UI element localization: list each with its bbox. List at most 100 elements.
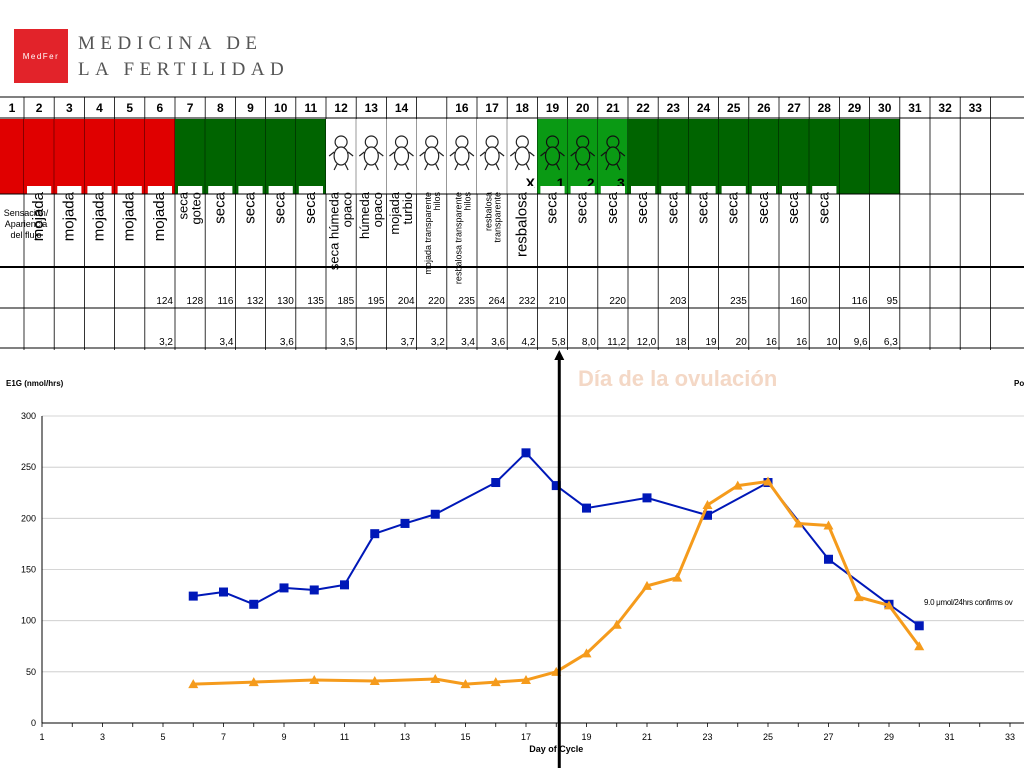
color-cell-day-27 [779, 119, 810, 194]
sign-tab [238, 186, 263, 266]
x-tick-label: 31 [944, 732, 954, 742]
e1g-value: 124 [156, 296, 173, 307]
color-cell-day-9 [235, 119, 266, 194]
series-point-square [521, 448, 531, 458]
series-point-triangle [430, 673, 441, 683]
pdg-value: 11,2 [607, 337, 626, 348]
pdg-value: 6,3 [884, 337, 898, 348]
baby-icon [479, 135, 505, 171]
e1g-value: 235 [730, 296, 747, 307]
series-point-square [582, 503, 591, 513]
sign-tab [147, 186, 172, 266]
day-number-6: 6 [157, 101, 164, 115]
e1g-value: 128 [187, 296, 204, 307]
sign-text: seca [272, 191, 289, 223]
series-point-triangle [793, 518, 804, 528]
e1g-value: 195 [368, 296, 385, 307]
e1g-value: 130 [277, 296, 294, 307]
sign-tab [208, 186, 233, 266]
sign-text: mojada [60, 191, 77, 241]
sign-text: turbio [400, 192, 415, 225]
series-point-triangle [884, 600, 894, 610]
sign-tab [570, 186, 595, 266]
e1g-value: 132 [247, 296, 264, 307]
e1g-value: 116 [217, 296, 233, 307]
y-tick-label: 100 [21, 616, 36, 626]
series-point-square [703, 510, 712, 520]
sign-text: opaco [370, 192, 385, 227]
x-tick-label: 17 [521, 732, 531, 742]
day-number-24: 24 [697, 101, 711, 115]
sign-text: seca [695, 191, 712, 223]
series-point-square [491, 478, 501, 488]
sign-tab [87, 186, 112, 266]
peak-mark-2: 2 [587, 175, 595, 191]
day-number-21: 21 [606, 101, 620, 115]
day-number-10: 10 [274, 101, 288, 115]
series-point-triangle [823, 520, 834, 530]
sign-text: seca [574, 191, 591, 223]
brand-title-line-2: LA FERTILIDAD [78, 59, 290, 80]
y-tick-label: 250 [21, 462, 36, 472]
pdg-value: 4,2 [521, 337, 535, 348]
series-point-triangle [853, 592, 864, 602]
e1g-value: 232 [519, 296, 536, 307]
pdg-value: 20 [736, 337, 748, 348]
sign-text: resbalosa [484, 192, 494, 231]
sign-tab [480, 186, 505, 266]
series-point-square [914, 621, 924, 631]
sign-tab [389, 186, 414, 266]
x-tick-label: 33 [1005, 732, 1015, 742]
e1g-value: 204 [398, 296, 415, 307]
sign-row-label: Apariencia [5, 219, 48, 229]
sign-tab [57, 186, 82, 266]
sign-text: seca [815, 191, 832, 223]
pdg-value: 18 [675, 337, 687, 348]
series-point-triangle [702, 500, 713, 510]
series-point-square [340, 580, 349, 590]
sign-tab [329, 186, 354, 266]
series-point-triangle [521, 675, 531, 685]
sign-text: seca [725, 191, 742, 223]
color-cell-day-8 [205, 119, 236, 194]
pdg-value: 12,0 [637, 337, 657, 348]
color-cell-day-6 [144, 119, 175, 194]
color-cell-day-23 [658, 119, 689, 194]
color-cell-day-3 [54, 119, 85, 194]
x-tick-label: 13 [400, 732, 410, 742]
sign-text: mojada transparente [423, 192, 433, 275]
pdg-value: 3,6 [280, 337, 294, 348]
day-number-17: 17 [485, 101, 499, 115]
series-point-triangle [248, 677, 259, 687]
sign-text: mojada [121, 191, 138, 241]
day-number-25: 25 [727, 101, 741, 115]
x-tick-label: 29 [884, 732, 894, 742]
series-point-square [642, 493, 652, 503]
color-cell-day-1 [0, 119, 24, 194]
series-point-square [551, 481, 561, 491]
y-tick-label: 150 [21, 565, 36, 575]
day-number-20: 20 [576, 101, 590, 115]
sign-text: resbalosa [513, 191, 530, 257]
e1g-value: 264 [489, 296, 506, 307]
day-number-12: 12 [334, 101, 348, 115]
x-tick-label: 15 [460, 732, 470, 742]
sign-tab [359, 186, 384, 266]
sign-text: mojada [151, 191, 168, 241]
baby-icon [449, 135, 475, 171]
sign-tab [812, 186, 837, 266]
day-number-18: 18 [516, 101, 530, 115]
sign-tab [419, 186, 444, 266]
e1g-value: 95 [887, 296, 899, 307]
sign-text: seca [211, 191, 228, 223]
pdg-value: 3,4 [461, 337, 475, 348]
sign-text: transparente [493, 192, 503, 243]
day-number-14: 14 [395, 101, 409, 115]
x-tick-label: 7 [221, 732, 226, 742]
e1g-value: 116 [852, 296, 868, 307]
x-tick-label: 27 [823, 732, 833, 742]
series-line-e1g_line [193, 451, 920, 627]
day-number-30: 30 [878, 101, 892, 115]
series-point-triangle [460, 679, 471, 689]
sign-tab [600, 186, 625, 266]
